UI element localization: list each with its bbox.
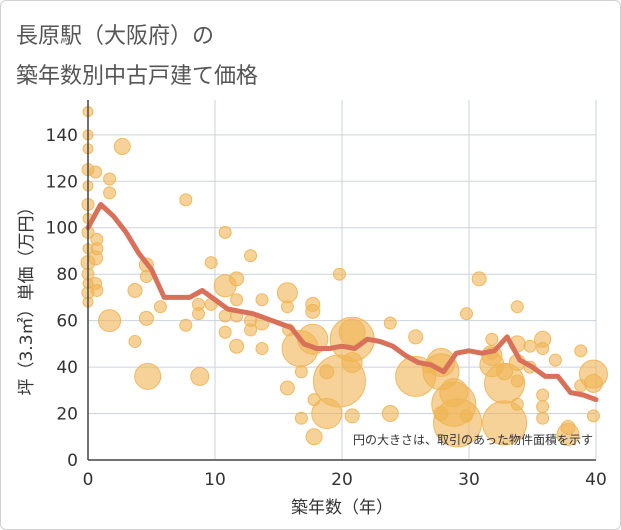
bubble-point [190,366,210,386]
bubble-point [244,323,258,337]
bubble-point [383,316,397,330]
bubble-point [134,362,162,390]
bubble-point [255,342,269,356]
bubble-point [536,388,550,402]
x-tick-label: 30 [458,470,480,490]
bubble-point [89,165,103,179]
bubble-point [485,332,499,346]
bubble-point [586,409,600,423]
bubble-point [341,351,363,373]
y-tick-label: 140 [46,126,78,146]
x-axis-label: 築年数（年） [291,498,393,518]
bubble-point [127,282,143,298]
bubble-point [229,271,245,287]
bubble-point [536,342,550,356]
y-tick-label: 60 [56,312,78,332]
bubble-point [179,193,193,207]
axis-layer: 0 20 40 60 80 100 120 140 0 10 20 30 40 [46,100,607,490]
y-axis-label: 坪（3.3㎡）単価（万円） [17,198,37,395]
chart-title-line-1: 長原駅（大阪府）の [16,24,215,49]
bubble-point [536,400,550,414]
y-tick-label: 100 [46,219,78,239]
y-tick-label: 80 [56,265,78,285]
bubble-point [574,344,588,358]
bubble-point [305,303,321,319]
bubble-point [344,408,360,424]
chart-title-line-2: 築年数別中古戸建て価格 [16,64,259,89]
bubble-point [381,405,399,423]
bubble-point [583,373,603,393]
x-tick-label: 10 [204,470,226,490]
y-tick-label: 0 [67,451,78,471]
bubble-point [536,411,550,425]
bubble-point [408,329,424,345]
bubble-point [229,338,245,354]
bubble-point [103,186,117,200]
bubble-point [459,307,473,321]
bubble-point [218,225,232,239]
bubble-point [433,406,449,422]
bubble-point [218,325,232,339]
bubble-point [319,364,335,380]
bubble-point [496,363,514,381]
y-tick-label: 40 [56,358,78,378]
bubble-layer [80,106,608,448]
bubble-point [311,398,343,430]
bubble-point [338,318,366,346]
x-tick-label: 20 [331,470,353,490]
y-tick-label: 20 [56,405,78,425]
bubble-point [90,283,104,297]
bubble-point [279,380,295,396]
trend-line-layer [85,202,599,403]
bubble-point [255,293,269,307]
bubble-point [510,374,524,388]
x-tick-label: 0 [83,470,94,490]
bubble-point [103,172,117,186]
bubble-point [138,310,154,326]
bubble-point [179,318,193,332]
bubble-size-note: 円の大きさは、取引のあった物件面積を示す [353,432,593,447]
bubble-point [332,267,346,281]
bubble-point [510,397,524,411]
bubble-point [439,378,469,408]
bubble-point [113,137,131,155]
y-tick-label: 120 [46,172,78,192]
bubble-point [459,409,473,423]
bubble-point [510,300,524,314]
bubble-point [276,282,298,304]
bubble-point [574,379,588,393]
bubble-point [191,307,205,321]
bubble-point [471,271,487,287]
bubble-point [153,300,167,314]
bubble-point [98,309,122,333]
bubble-point [305,428,323,446]
bubble-point [548,353,562,367]
x-tick-label: 40 [585,470,607,490]
bubble-point [230,293,244,307]
bubble-point [294,411,308,425]
bubble-point [560,419,576,435]
bubble-point [204,256,218,270]
trend-line [85,202,599,403]
bubble-point [523,339,537,353]
bubble-point [244,249,258,263]
bubble-point [294,365,308,379]
bubble-point [307,393,321,407]
bubble-point [280,300,294,314]
bubble-point [128,335,142,349]
